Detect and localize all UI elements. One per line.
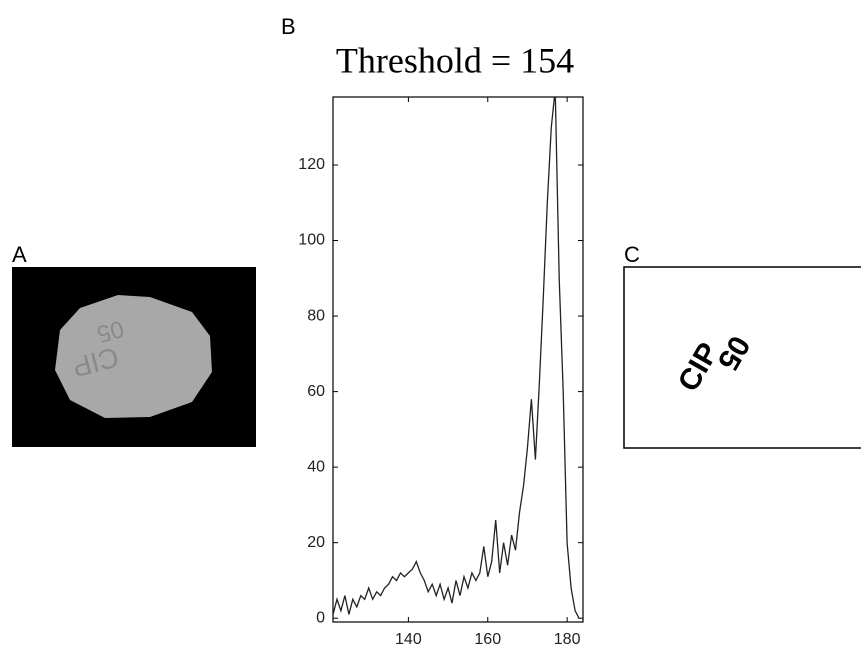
- chart-title: Threshold = 154: [336, 40, 574, 80]
- y-tick-label: 80: [307, 307, 325, 324]
- panel-label: A: [12, 242, 27, 267]
- tablet: [55, 295, 212, 418]
- y-tick-label: 20: [307, 534, 325, 551]
- y-tick-label: 60: [307, 383, 325, 400]
- y-tick-label: 0: [316, 609, 325, 626]
- image-c: [623, 266, 861, 449]
- data-line: [333, 97, 580, 619]
- x-tick-label: 180: [554, 631, 581, 648]
- y-tick-label: 100: [298, 232, 325, 249]
- y-tick-label: 40: [307, 458, 325, 475]
- panel-label: B: [281, 14, 296, 39]
- plot-frame: [332, 96, 584, 623]
- x-tick-label: 140: [395, 631, 422, 648]
- panel-label: C: [624, 242, 640, 267]
- y-tick-label: 120: [298, 156, 325, 173]
- x-tick-label: 160: [474, 631, 501, 648]
